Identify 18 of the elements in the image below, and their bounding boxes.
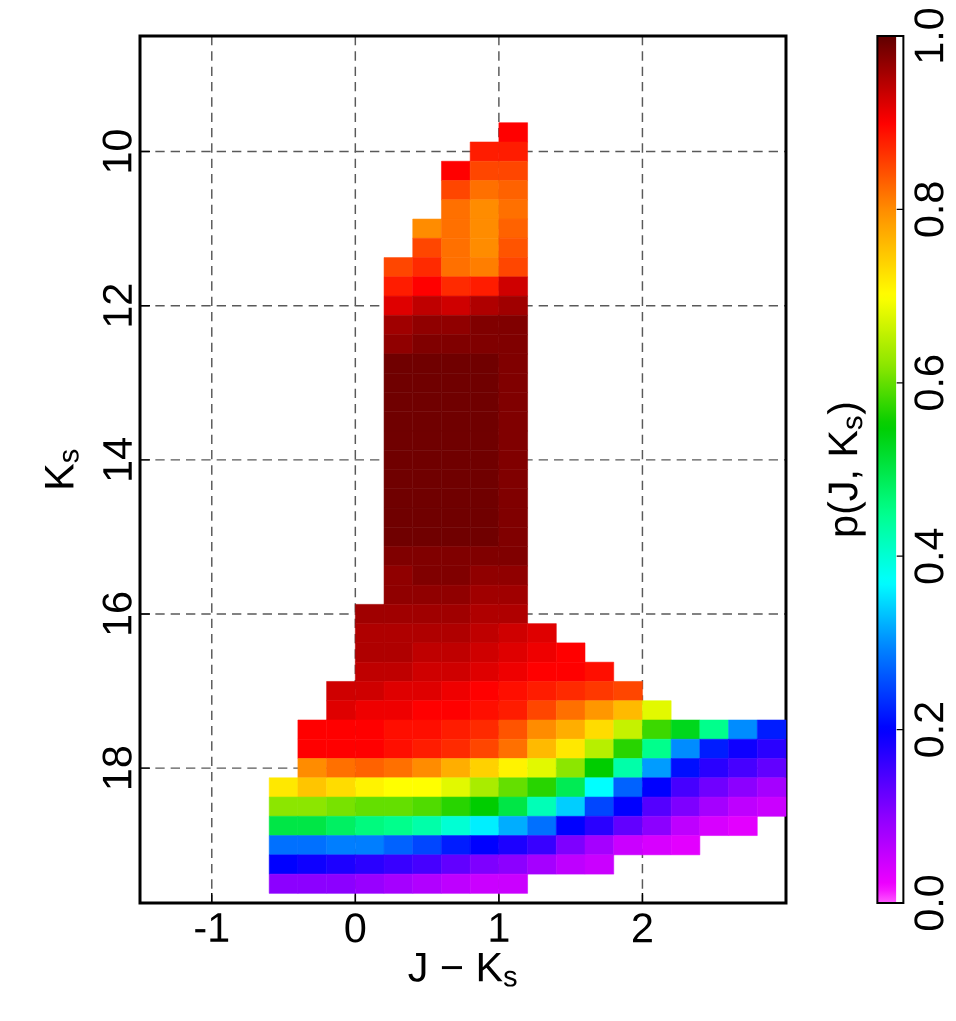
y-tick-label: 14 [103,438,132,480]
color-bar-label: 1.0 [914,8,944,62]
color-bar-title: p(J, K$_{s}$) [827,403,866,536]
color-bar-label: 0.0 [914,875,944,931]
x-tick-label: -1 [195,913,229,942]
color-bar-label: 0.8 [914,182,944,237]
color-bar-label: 0.6 [914,355,944,410]
x-axis-title: J − K$_{s}$ [408,952,517,987]
x-tick-label: 2 [633,913,652,943]
color-bar-label: 0.2 [914,702,944,757]
x-tick-label: 0 [345,913,366,943]
y-tick-label: 16 [102,592,132,634]
y-tick-label: 10 [102,130,132,172]
y-axis-title: K$_{s}$ [44,449,79,488]
y-tick-label: 12 [102,284,132,326]
color-bar-label: 0.4 [914,528,944,584]
x-tick-label: 1 [490,913,509,942]
y-tick-label: 18 [102,746,132,788]
